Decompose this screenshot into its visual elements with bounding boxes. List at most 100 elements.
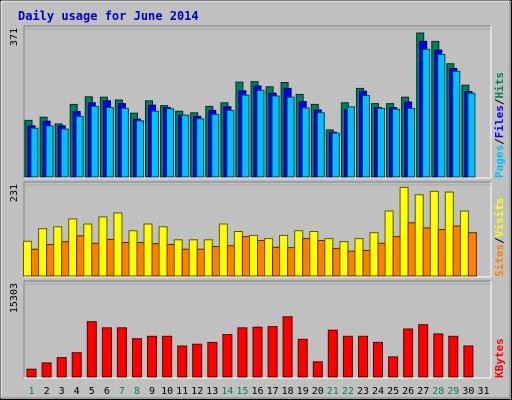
- legend-files: Files: [493, 105, 506, 138]
- bar-kbytes-day-12: [192, 343, 203, 378]
- bar-visits-day-25: [384, 210, 394, 277]
- bar-pages-day-24: [377, 107, 385, 178]
- x-tick-label-day-23: 23: [357, 386, 369, 397]
- x-tick-label-day-8: 8: [134, 386, 140, 397]
- x-tick-label-day-22: 22: [342, 386, 354, 397]
- x-tick-label-day-14: 14: [221, 386, 233, 397]
- bar-pages-day-1: [30, 127, 39, 178]
- bar-pages-day-11: [181, 114, 190, 178]
- bar-visits-day-2: [38, 228, 48, 277]
- bar-pages-day-10: [166, 108, 175, 178]
- x-tick-label-day-4: 4: [74, 386, 80, 397]
- x-tick-label-day-2: 2: [44, 386, 50, 397]
- bar-visits-day-24: [369, 232, 379, 277]
- bar-kbytes-day-15: [237, 327, 248, 378]
- bar-kbytes-day-11: [177, 345, 188, 378]
- bar-pages-day-15: [241, 94, 250, 178]
- x-tick-label-day-19: 19: [297, 386, 309, 397]
- y-max-label: 231: [9, 184, 20, 202]
- bar-pages-day-17: [271, 95, 280, 178]
- x-tick-label-day-21: 21: [327, 386, 339, 397]
- bar-pages-day-12: [196, 118, 205, 178]
- chart-title: Daily usage for June 2014: [18, 9, 199, 23]
- bar-visits-day-10: [158, 226, 168, 277]
- bar-sites-day-30: [467, 232, 477, 277]
- x-tick-label-day-25: 25: [387, 386, 399, 397]
- x-axis-labels: 1 2 3 4 5 6 7 8 9 10 11 12 13 14 15 16 17 18 19 20 21 22 23 24 2…: [28, 386, 489, 397]
- bar-visits-day-27: [414, 194, 424, 277]
- x-tick-label-day-9: 9: [149, 386, 155, 397]
- bar-pages-day-22: [346, 106, 355, 178]
- bar-visits-day-1: [23, 240, 32, 277]
- bar-pages-day-20: [316, 112, 325, 178]
- bar-pages-day-14: [226, 109, 235, 178]
- bar-visits-day-11: [173, 239, 183, 277]
- x-tick-label-day-16: 16: [251, 386, 263, 397]
- x-tick-label-day-29: 29: [447, 386, 459, 397]
- legend-pages: Pages: [493, 145, 506, 178]
- bar-kbytes-day-8: [132, 338, 142, 378]
- bar-pages-day-2: [45, 125, 54, 178]
- x-tick-label-day-18: 18: [282, 386, 294, 397]
- bar-visits-day-14: [218, 223, 228, 277]
- bar-pages-day-13: [211, 113, 220, 178]
- x-tick-label-day-20: 20: [312, 386, 324, 397]
- bar-kbytes-day-13: [207, 341, 218, 378]
- bar-pages-day-16: [256, 89, 265, 178]
- panel-legend-hits-files-pages: Pages/Files/Hits: [493, 72, 506, 178]
- bar-pages-day-8: [136, 120, 144, 178]
- bar-pages-day-19: [301, 107, 310, 178]
- bar-visits-day-30: [459, 210, 469, 277]
- bar-pages-day-29: [452, 70, 461, 178]
- bar-kbytes-day-16: [252, 326, 263, 378]
- panel-legend-kbytes: KBytes: [493, 338, 506, 378]
- bar-pages-day-3: [60, 128, 69, 178]
- bar-kbytes-day-9: [147, 335, 157, 378]
- bar-visits-day-15: [233, 231, 243, 277]
- x-tick-label-day-1: 1: [28, 386, 34, 397]
- bar-pages-day-27: [422, 48, 431, 178]
- bar-kbytes-day-28: [433, 333, 444, 378]
- bar-kbytes-day-14: [222, 334, 233, 378]
- bar-kbytes-day-19: [297, 338, 308, 378]
- bar-pages-day-28: [437, 54, 446, 178]
- bar-kbytes-day-18: [282, 316, 293, 378]
- chart-panels: 371Pages/Files/Hits231Sites/Visits15303K…: [9, 25, 506, 379]
- x-tick-label-day-10: 10: [161, 386, 173, 397]
- bar-pages-day-4: [75, 115, 84, 178]
- bar-kbytes-day-2: [41, 362, 52, 378]
- x-tick-label-day-26: 26: [402, 386, 414, 397]
- x-tick-label-day-11: 11: [176, 386, 188, 397]
- legend-separator: /: [493, 237, 506, 244]
- bar-kbytes-day-6: [101, 327, 112, 378]
- bar-visits-day-13: [203, 239, 213, 277]
- x-tick-label-day-27: 27: [417, 386, 429, 397]
- bar-kbytes-day-7: [116, 327, 127, 378]
- bar-visits-day-19: [294, 230, 304, 277]
- panel-legend-visits-sites: Sites/Visits: [493, 198, 506, 278]
- bar-visits-day-8: [128, 230, 138, 277]
- bar-kbytes-day-27: [418, 324, 429, 378]
- legend-separator: /: [493, 98, 506, 105]
- bar-visits-day-6: [98, 216, 108, 277]
- bar-pages-day-18: [286, 96, 295, 178]
- bar-pages-day-21: [331, 132, 340, 178]
- bar-kbytes-day-20: [312, 361, 323, 378]
- legend-kbytes: KBytes: [493, 338, 506, 378]
- bar-kbytes-day-23: [358, 335, 368, 378]
- bar-pages-day-5: [90, 105, 99, 178]
- x-tick-label-day-6: 6: [104, 386, 110, 397]
- bar-kbytes-day-22: [342, 335, 353, 378]
- y-max-label: 371: [9, 28, 20, 46]
- bar-visits-day-20: [309, 231, 319, 277]
- x-tick-label-day-24: 24: [372, 386, 384, 397]
- x-tick-label-day-31: 31: [477, 386, 489, 397]
- bar-visits-day-23: [354, 238, 364, 277]
- bar-pages-day-25: [392, 108, 401, 178]
- bar-pages-day-7: [120, 107, 129, 178]
- bar-pages-day-23: [362, 95, 370, 178]
- x-tick-label-day-5: 5: [89, 386, 95, 397]
- x-tick-label-day-12: 12: [191, 386, 203, 397]
